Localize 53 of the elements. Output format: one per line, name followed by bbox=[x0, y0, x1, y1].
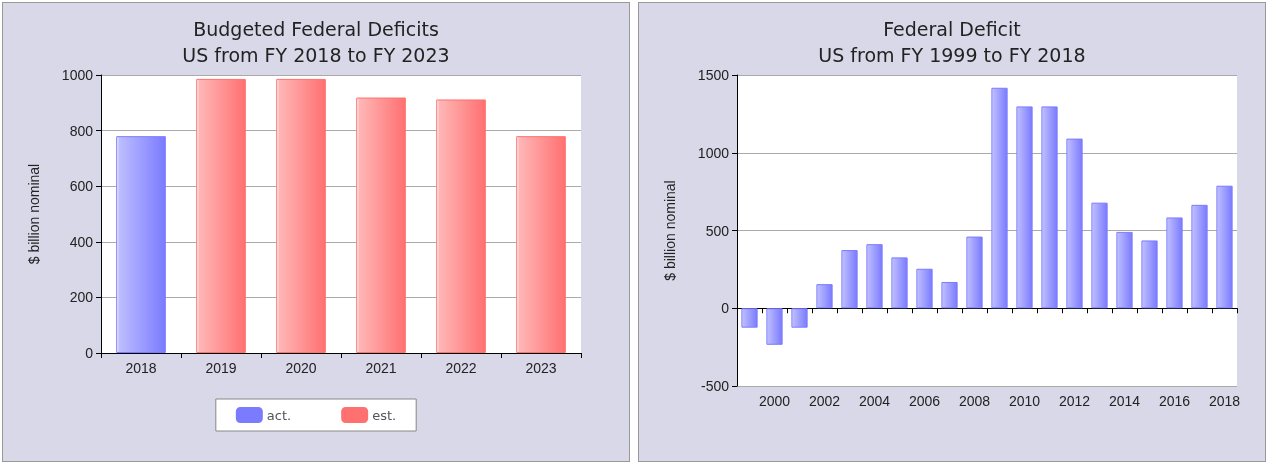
legend-label: act. bbox=[266, 407, 292, 423]
bar bbox=[1041, 106, 1058, 309]
y-tick-label: -500 bbox=[700, 378, 730, 394]
x-tick-label: 2014 bbox=[1108, 393, 1141, 409]
y-tick-label: 800 bbox=[69, 122, 94, 139]
bar bbox=[966, 236, 983, 309]
y-tick-label: 200 bbox=[69, 289, 94, 306]
bar bbox=[1016, 106, 1033, 309]
x-tick-label: 2023 bbox=[525, 360, 557, 376]
bar bbox=[791, 308, 808, 328]
bar bbox=[866, 244, 883, 309]
x-tick-label: 2016 bbox=[1158, 393, 1191, 409]
bar bbox=[1066, 138, 1083, 309]
bar bbox=[916, 268, 933, 309]
y-tick-label: 0 bbox=[85, 345, 94, 361]
x-tick-label: 2018 bbox=[125, 360, 157, 376]
bar bbox=[991, 87, 1008, 309]
x-tick-label: 2019 bbox=[205, 360, 237, 376]
x-tick-label: 2002 bbox=[808, 393, 841, 409]
bar bbox=[1216, 185, 1233, 309]
bar bbox=[841, 250, 858, 309]
bar bbox=[1191, 204, 1208, 309]
bar bbox=[891, 257, 908, 309]
bar bbox=[1166, 217, 1183, 309]
legend-label: est. bbox=[372, 407, 397, 423]
y-axis-title: $ billion nominal bbox=[662, 180, 678, 281]
bar bbox=[941, 281, 958, 309]
y-axis-title: $ billion nominal bbox=[26, 163, 42, 265]
y-tick-label: 1000 bbox=[697, 144, 730, 161]
bar bbox=[1141, 240, 1158, 309]
bar bbox=[766, 308, 783, 345]
y-tick-label: 0 bbox=[721, 300, 730, 317]
x-tick-label: 2006 bbox=[908, 393, 941, 409]
chart-title: Budgeted Federal Deficits US from FY 2018 to FY 2023 bbox=[182, 18, 450, 66]
x-tick-label: 2000 bbox=[758, 393, 791, 409]
bar bbox=[816, 284, 833, 309]
x-tick-label: 2018 bbox=[1208, 393, 1241, 409]
x-tick-label: 2012 bbox=[1058, 393, 1091, 409]
bar bbox=[1116, 231, 1133, 309]
y-tick-label: 400 bbox=[69, 233, 94, 250]
bar bbox=[1091, 202, 1108, 309]
y-tick-label: 600 bbox=[69, 178, 94, 195]
chart-title: Federal Deficit US from FY 1999 to FY 2018 bbox=[818, 18, 1086, 66]
x-tick-label: 2021 bbox=[365, 360, 397, 376]
x-tick-label: 2020 bbox=[285, 360, 317, 376]
x-tick-label: 2022 bbox=[445, 360, 477, 376]
x-tick-label: 2010 bbox=[1008, 393, 1041, 409]
x-tick-label: 2008 bbox=[958, 393, 991, 409]
x-tick-label: 2004 bbox=[858, 393, 891, 409]
y-tick-label: 1000 bbox=[61, 67, 94, 83]
y-tick-label: 500 bbox=[705, 222, 730, 239]
bar bbox=[741, 308, 758, 328]
y-tick-label: 1500 bbox=[697, 67, 730, 83]
